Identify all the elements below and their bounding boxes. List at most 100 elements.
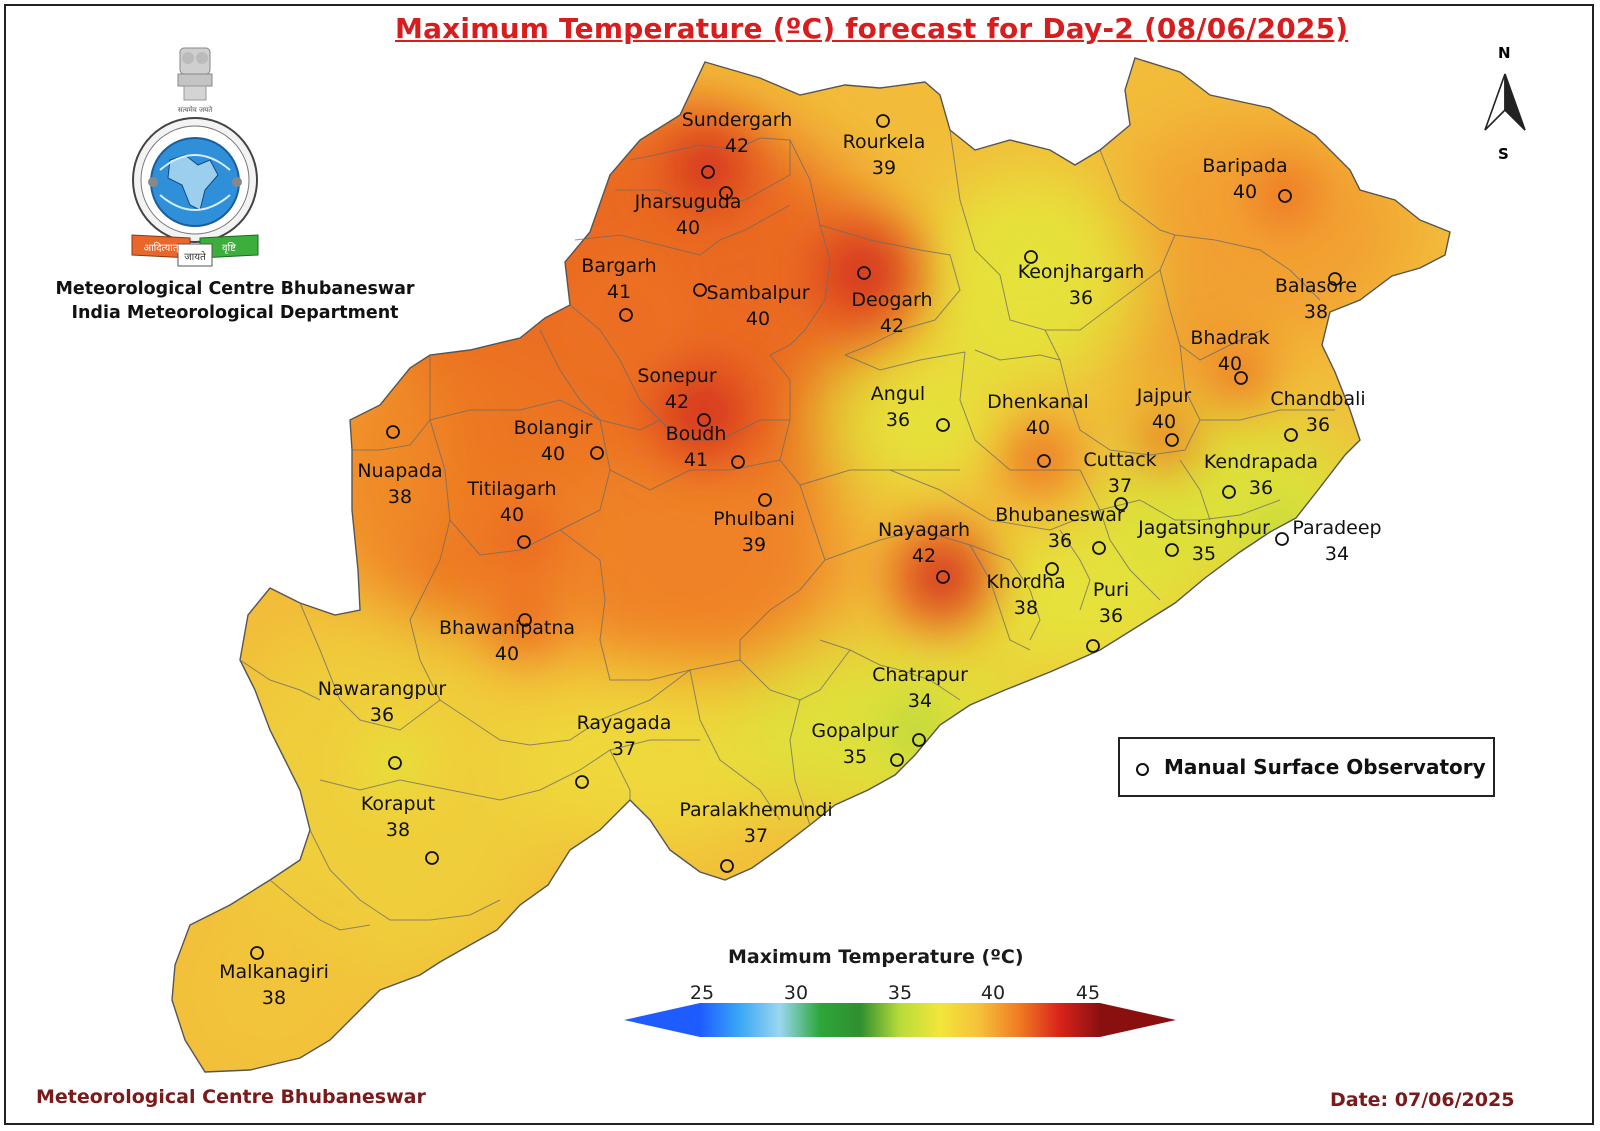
station-bhubaneswar: Bhubaneswar 36	[995, 504, 1125, 555]
station-temperature: 40	[746, 308, 770, 330]
station-name: Nawarangpur	[318, 678, 447, 700]
station-chatrapur: Chatrapur 34	[872, 664, 968, 747]
station-name: Jajpur	[1136, 385, 1192, 407]
station-marker-icon	[1278, 189, 1292, 203]
station-paralakhemundi: Paralakhemundi 37	[679, 799, 833, 873]
scale-tick-40: 40	[980, 982, 1006, 1004]
station-marker-icon	[876, 114, 890, 128]
station-sambalpur: Sambalpur 40	[693, 282, 810, 330]
station-marker-icon	[1328, 272, 1342, 286]
station-temperature: 38	[1304, 301, 1328, 323]
station-marker-icon	[1086, 639, 1100, 653]
station-cuttack: Cuttack 37	[1083, 449, 1157, 511]
station-sundergarh: Sundergarh 42	[682, 109, 792, 179]
station-name: Koraput	[361, 793, 435, 815]
legend-label: Manual Surface Observatory	[1164, 755, 1486, 779]
station-temperature: 42	[665, 391, 689, 413]
station-name: Baripada	[1202, 155, 1287, 177]
station-marker-icon	[517, 535, 531, 549]
station-name: Bargarh	[581, 255, 656, 277]
station-nuapada: Nuapada 38	[357, 425, 443, 508]
station-name: Chatrapur	[872, 664, 968, 686]
svg-text:वृष्टि: वृष्टि	[222, 242, 236, 254]
footer-organization: Meteorological Centre Bhubaneswar	[36, 1086, 426, 1108]
station-phulbani: Phulbani 39	[713, 493, 795, 556]
station-balasore: Balasore 38	[1275, 272, 1357, 323]
station-name: Bolangir	[514, 417, 593, 439]
station-temperature: 38	[1014, 597, 1038, 619]
station-temperature: 40	[676, 217, 700, 239]
station-temperature: 40	[541, 443, 565, 465]
station-marker-icon	[1092, 541, 1106, 555]
station-name: Rayagada	[577, 712, 672, 734]
station-marker-icon	[890, 753, 904, 767]
station-name: Nayagarh	[878, 519, 970, 541]
station-titilagarh: Titilagarh 40	[466, 478, 557, 549]
scale-tick-35: 35	[887, 982, 913, 1004]
compass-north-label: N	[1498, 44, 1511, 62]
station-temperature: 40	[1233, 181, 1257, 203]
svg-text:आदित्यात्: आदित्यात्	[143, 242, 180, 254]
station-name: Phulbani	[713, 508, 795, 530]
station-bhawanipatna: Bhawanipatna 40	[439, 613, 575, 665]
station-temperature: 34	[908, 690, 932, 712]
station-name: Angul	[871, 383, 925, 405]
station-name: Boudh	[666, 423, 727, 445]
station-name: Cuttack	[1083, 449, 1156, 471]
station-temperature: 40	[495, 643, 519, 665]
scale-tick-30: 30	[783, 982, 809, 1004]
station-marker-icon	[1222, 485, 1236, 499]
station-chandbali: Chandbali 36	[1270, 388, 1366, 442]
station-temperature: 40	[1152, 411, 1176, 433]
station-puri: Puri 36	[1086, 579, 1129, 653]
station-name: Deogarh	[851, 289, 932, 311]
district-boundaries	[239, 129, 1335, 931]
station-temperature: 40	[1026, 417, 1050, 439]
station-temperature: 36	[1306, 414, 1330, 436]
station-marker-icon	[575, 775, 589, 789]
station-marker-icon	[720, 859, 734, 873]
station-temperature: 34	[1325, 543, 1349, 565]
station-temperature: 39	[742, 534, 766, 556]
station-name: Rourkela	[843, 131, 926, 153]
station-boudh: Boudh 41	[666, 423, 745, 471]
station-marker-icon	[619, 308, 633, 322]
station-name: Jagatsinghpur	[1137, 517, 1270, 539]
station-name: Puri	[1093, 579, 1129, 601]
station-name: Bhadrak	[1190, 327, 1269, 349]
station-jajpur: Jajpur 40	[1136, 385, 1192, 447]
station-temperature: 38	[386, 819, 410, 841]
station-rourkela: Rourkela 39	[843, 114, 926, 179]
station-marker-icon	[1284, 428, 1298, 442]
station-temperature: 35	[1192, 543, 1216, 565]
station-name: Paralakhemundi	[679, 799, 832, 821]
station-temperature: 41	[684, 449, 708, 471]
station-marker-icon	[518, 613, 532, 627]
station-name: Keonjhargarh	[1018, 261, 1145, 283]
svg-text:सत्यमेव जयते: सत्यमेव जयते	[178, 105, 213, 114]
station-temperature: 40	[1218, 353, 1242, 375]
station-marker-icon	[719, 186, 733, 200]
station-marker-icon	[590, 446, 604, 460]
map-title: Maximum Temperature (ºC) forecast for Da…	[395, 12, 1349, 45]
station-name: Gopalpur	[811, 720, 898, 742]
station-name: Chandbali	[1270, 388, 1365, 410]
station-marker-icon	[386, 425, 400, 439]
station-name: Nuapada	[357, 460, 442, 482]
station-marker-icon	[936, 570, 950, 584]
station-name: Malkanagiri	[219, 961, 329, 983]
station-dhenkanal: Dhenkanal 40	[987, 391, 1089, 468]
observatory-marker-icon	[1136, 763, 1149, 776]
station-name: Khordha	[986, 571, 1065, 593]
station-nayagarh: Nayagarh 42	[878, 519, 970, 584]
station-name: Jharsuguda	[634, 191, 742, 213]
station-bolangir: Bolangir 40	[514, 417, 604, 465]
color-scale-title: Maximum Temperature (ºC)	[728, 946, 1024, 968]
station-name: Bhubaneswar	[995, 504, 1125, 526]
station-marker-icon	[1165, 433, 1179, 447]
station-rayagada: Rayagada 37	[575, 712, 672, 789]
legend-box: Manual Surface Observatory	[1118, 737, 1495, 797]
station-temperature: 37	[744, 825, 768, 847]
station-bhadrak: Bhadrak 40	[1190, 327, 1270, 385]
